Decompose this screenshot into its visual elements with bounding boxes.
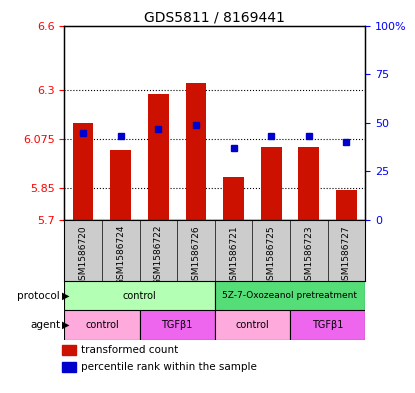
Text: GSM1586722: GSM1586722 bbox=[154, 225, 163, 285]
Bar bbox=[261, 147, 281, 220]
Text: TGFβ1: TGFβ1 bbox=[161, 320, 193, 330]
Bar bbox=[215, 310, 290, 340]
Text: ▶: ▶ bbox=[62, 291, 70, 301]
Text: control: control bbox=[123, 291, 156, 301]
Text: GSM1586720: GSM1586720 bbox=[78, 225, 88, 286]
Bar bbox=[336, 190, 357, 220]
Bar bbox=[62, 362, 76, 372]
Text: 5Z-7-Oxozeanol pretreatment: 5Z-7-Oxozeanol pretreatment bbox=[222, 291, 357, 300]
Text: GSM1586725: GSM1586725 bbox=[267, 225, 276, 286]
Text: percentile rank within the sample: percentile rank within the sample bbox=[81, 362, 256, 372]
Bar bbox=[110, 150, 131, 220]
Title: GDS5811 / 8169441: GDS5811 / 8169441 bbox=[144, 10, 285, 24]
Text: GSM1586721: GSM1586721 bbox=[229, 225, 238, 286]
Bar bbox=[64, 310, 139, 340]
Text: GSM1586726: GSM1586726 bbox=[191, 225, 200, 286]
Text: protocol: protocol bbox=[17, 291, 60, 301]
Bar bbox=[62, 345, 76, 355]
Bar bbox=[139, 310, 215, 340]
Bar bbox=[298, 147, 319, 220]
Bar bbox=[73, 123, 93, 220]
Text: TGFβ1: TGFβ1 bbox=[312, 320, 343, 330]
Bar bbox=[215, 281, 365, 310]
Bar bbox=[64, 281, 215, 310]
Text: agent: agent bbox=[30, 320, 60, 330]
Text: transformed count: transformed count bbox=[81, 345, 178, 355]
Text: GSM1586727: GSM1586727 bbox=[342, 225, 351, 286]
Text: control: control bbox=[85, 320, 119, 330]
Text: GSM1586724: GSM1586724 bbox=[116, 225, 125, 285]
Text: GSM1586723: GSM1586723 bbox=[304, 225, 313, 286]
Bar bbox=[186, 83, 206, 220]
Text: ▶: ▶ bbox=[62, 320, 70, 330]
Bar bbox=[148, 94, 168, 220]
Bar bbox=[290, 310, 365, 340]
Text: control: control bbox=[235, 320, 269, 330]
Bar bbox=[223, 177, 244, 220]
